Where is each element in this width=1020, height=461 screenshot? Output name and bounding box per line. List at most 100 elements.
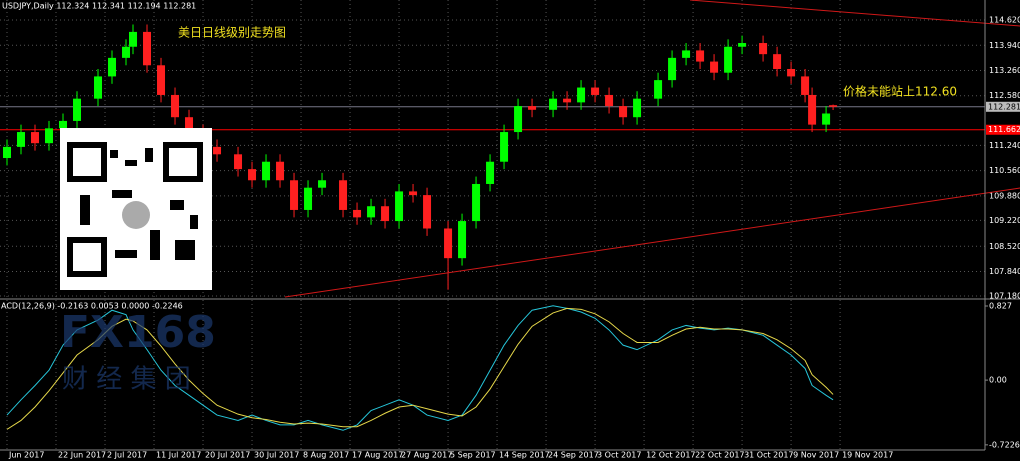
candle-body (822, 113, 831, 125)
candle-body (45, 128, 54, 144)
x-tick-label: 11 Jul 2017 (156, 451, 201, 460)
y-tick-label: 108.520 (989, 242, 1020, 251)
candle-body (395, 191, 404, 222)
y-tick-label: -0.7226 (989, 440, 1020, 449)
candle-body (577, 87, 586, 103)
y-tick-label: 110.560 (989, 166, 1020, 175)
candle-body (619, 106, 628, 118)
candle-body (367, 206, 376, 218)
trend-line (284, 187, 1020, 298)
candle-body (591, 87, 600, 95)
candle-body (801, 76, 810, 95)
x-tick-label: 24 Sep 2017 (548, 451, 599, 460)
candle-body (458, 221, 467, 259)
candle-body (444, 228, 453, 259)
macd-line (6, 307, 834, 430)
y-tick-label: 113.940 (989, 41, 1020, 50)
watermark: FX168 (60, 307, 216, 358)
candle-body (185, 117, 194, 133)
candle-body (668, 57, 677, 81)
candle-body (290, 180, 299, 210)
x-tick-label: 22 Jun 2017 (58, 451, 106, 460)
y-tick-label: 112.580 (989, 91, 1020, 100)
candle-body (549, 98, 558, 110)
level-box (986, 124, 1020, 135)
x-tick-label: 5 Sep 2017 (450, 451, 496, 460)
candle-body (654, 80, 663, 99)
level-label: 111.662 (988, 125, 1020, 134)
x-tick-label: 14 Sep 2017 (499, 451, 550, 460)
candle-body (353, 209, 362, 218)
x-tick-label: 30 Jul 2017 (254, 451, 299, 460)
candle-body (514, 106, 523, 133)
candle-body (129, 31, 138, 47)
candle-body (234, 154, 243, 170)
x-tick-label: 20 Jul 2017 (205, 451, 250, 460)
x-tick-label: 19 Nov 2017 (842, 451, 893, 460)
x-tick-label: 12 Oct 2017 (646, 451, 695, 460)
candle-body (759, 43, 768, 55)
candle-body (157, 65, 166, 95)
candle-body (276, 161, 285, 181)
candle-body (528, 106, 537, 110)
y-tick-label: 107.840 (989, 267, 1020, 276)
annotation: 美日日线级别走势图 (178, 26, 286, 40)
candle-body (829, 105, 838, 107)
candle-body (59, 120, 68, 129)
y-tick-label: 114.620 (989, 16, 1020, 25)
x-tick-label: 27 Aug 2017 (401, 451, 452, 460)
candle-body (248, 169, 257, 181)
candle-body (633, 98, 642, 118)
candle-body (94, 76, 103, 99)
y-tick-label: 113.260 (989, 66, 1020, 75)
candle-body (682, 50, 691, 58)
current-price-label: 112.281 (988, 102, 1020, 111)
trend-line (689, 0, 1020, 27)
candle-body (696, 50, 705, 62)
candle-body (108, 57, 117, 77)
candle-body (773, 54, 782, 69)
candle-body (262, 161, 271, 181)
candle-body (409, 191, 418, 196)
candle-body (710, 61, 719, 73)
candle-body (143, 31, 152, 66)
candle-body (31, 132, 40, 144)
candle-body (171, 94, 180, 118)
candle-body (73, 98, 82, 121)
x-tick-label: 9 Nov 2017 (793, 451, 839, 460)
x-tick-label: 31 Oct 2017 (744, 451, 793, 460)
y-tick-label: 109.220 (989, 216, 1020, 225)
macd-title: ACD(12,26,9) -0.2163 0.0053 0.0000 -0.22… (1, 302, 183, 311)
candle-body (318, 180, 327, 188)
x-tick-label: 22 Oct 2017 (695, 451, 744, 460)
y-tick-label: 107.180 (989, 291, 1020, 300)
annotation: 价格未能站上112.60 (843, 84, 957, 99)
current-price-box (986, 101, 1020, 112)
x-tick-label: 2 Jul 2017 (107, 451, 147, 460)
macd-line (6, 305, 834, 431)
x-tick-label: Jun 2017 (8, 451, 44, 460)
candle-body (738, 43, 747, 47)
candle-body (563, 98, 572, 103)
y-tick-label: 111.240 (989, 141, 1020, 150)
chart-title: USDJPY,Daily 112.324 112.341 112.194 112… (2, 2, 196, 11)
candle-body (304, 187, 313, 210)
y-tick-label: 0.00 (989, 376, 1007, 385)
y-tick-label: 0.827 (989, 302, 1012, 311)
candle-body (339, 180, 348, 210)
candle-body (486, 161, 495, 184)
x-tick-label: 8 Aug 2017 (303, 451, 349, 460)
qr-code (60, 128, 212, 290)
candle-body (3, 146, 12, 159)
watermark-sub: 财 经 集 团 (62, 365, 191, 395)
candle-body (787, 68, 796, 77)
candle-body (500, 132, 509, 162)
candle-body (213, 146, 222, 155)
x-tick-label: 3 Oct 2017 (597, 451, 641, 460)
candle-body (472, 183, 481, 222)
candle-body (724, 46, 733, 73)
x-tick-label: 17 Aug 2017 (352, 451, 403, 460)
candle-body (122, 46, 131, 58)
